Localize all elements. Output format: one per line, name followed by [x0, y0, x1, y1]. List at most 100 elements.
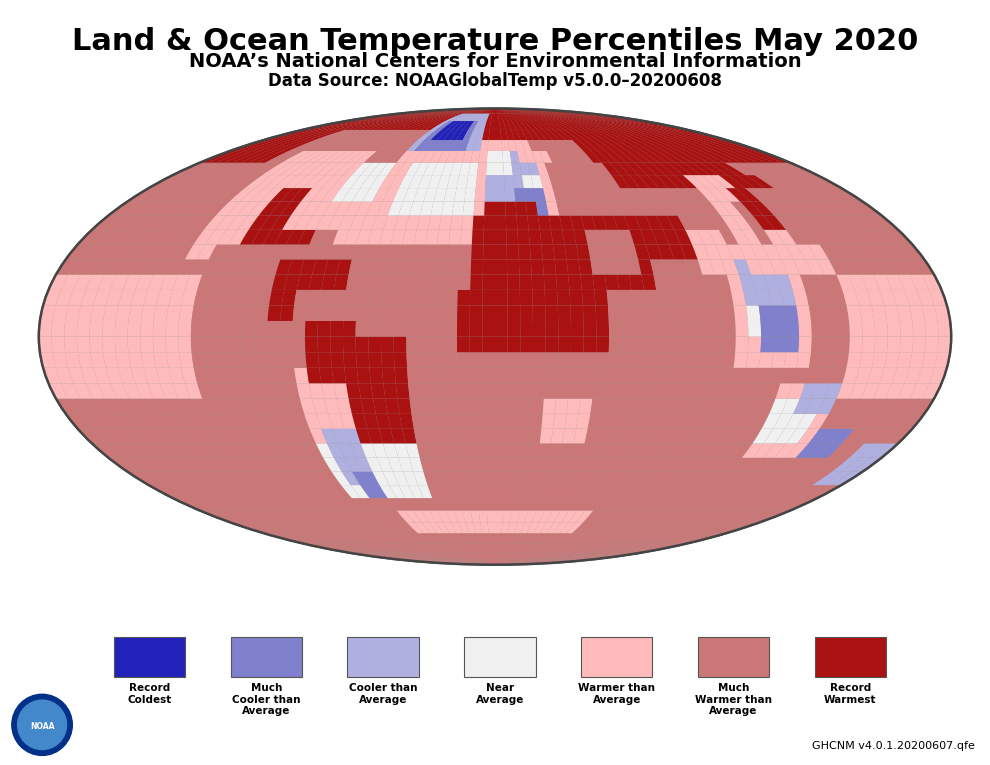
Polygon shape [259, 216, 280, 230]
Polygon shape [388, 414, 402, 428]
Polygon shape [141, 457, 168, 472]
Polygon shape [401, 560, 488, 565]
Polygon shape [318, 522, 347, 533]
Text: Much
Cooler than
Average: Much Cooler than Average [232, 683, 301, 716]
Polygon shape [189, 472, 216, 485]
Polygon shape [160, 383, 178, 399]
Polygon shape [327, 216, 345, 230]
Polygon shape [251, 399, 268, 414]
Polygon shape [450, 216, 462, 230]
Polygon shape [763, 175, 793, 188]
Polygon shape [629, 130, 662, 140]
Polygon shape [258, 457, 280, 472]
Polygon shape [555, 552, 594, 560]
Polygon shape [346, 552, 403, 560]
Polygon shape [126, 414, 148, 428]
Polygon shape [532, 275, 544, 290]
Polygon shape [502, 151, 512, 163]
Polygon shape [690, 275, 706, 290]
Polygon shape [739, 383, 755, 399]
Polygon shape [650, 498, 674, 510]
Polygon shape [656, 290, 671, 305]
Polygon shape [642, 275, 656, 290]
Polygon shape [495, 216, 506, 230]
Polygon shape [239, 399, 256, 414]
Polygon shape [463, 543, 474, 552]
Polygon shape [645, 245, 662, 259]
Polygon shape [77, 321, 90, 337]
Text: Much
Warmer than
Average: Much Warmer than Average [695, 683, 772, 716]
Polygon shape [645, 305, 659, 321]
Polygon shape [598, 121, 635, 130]
Polygon shape [409, 485, 424, 498]
Polygon shape [529, 230, 542, 245]
Polygon shape [366, 121, 400, 130]
Polygon shape [477, 498, 487, 510]
Polygon shape [354, 552, 409, 560]
Polygon shape [611, 522, 635, 533]
Polygon shape [624, 130, 655, 140]
Polygon shape [393, 188, 409, 201]
Polygon shape [378, 498, 397, 510]
Polygon shape [557, 485, 572, 498]
Polygon shape [852, 399, 873, 414]
Polygon shape [533, 321, 545, 337]
Polygon shape [251, 230, 271, 245]
Polygon shape [685, 230, 704, 245]
Polygon shape [485, 485, 495, 498]
Polygon shape [791, 201, 817, 216]
Polygon shape [316, 444, 334, 457]
Polygon shape [334, 275, 348, 290]
Polygon shape [618, 457, 635, 472]
Polygon shape [446, 510, 458, 522]
Polygon shape [434, 188, 446, 201]
Polygon shape [89, 428, 114, 444]
Polygon shape [316, 163, 340, 175]
Polygon shape [568, 510, 585, 522]
Polygon shape [251, 259, 268, 275]
Polygon shape [322, 383, 337, 399]
Polygon shape [791, 457, 817, 472]
Polygon shape [484, 457, 495, 472]
Polygon shape [620, 472, 638, 485]
Polygon shape [247, 275, 263, 290]
Polygon shape [528, 163, 540, 175]
Polygon shape [478, 113, 487, 121]
Polygon shape [734, 305, 747, 321]
Circle shape [12, 695, 72, 755]
Polygon shape [669, 414, 686, 428]
Polygon shape [393, 543, 421, 552]
Polygon shape [447, 414, 460, 428]
Polygon shape [413, 113, 446, 121]
Polygon shape [752, 428, 773, 444]
Polygon shape [103, 305, 119, 321]
Polygon shape [470, 552, 482, 560]
Polygon shape [464, 188, 476, 201]
Polygon shape [311, 472, 332, 485]
Polygon shape [591, 140, 613, 151]
Polygon shape [280, 163, 306, 175]
Polygon shape [534, 140, 546, 151]
Polygon shape [496, 560, 511, 565]
Polygon shape [459, 163, 470, 175]
Polygon shape [492, 560, 495, 565]
Polygon shape [763, 275, 780, 290]
Polygon shape [449, 113, 469, 121]
Polygon shape [658, 352, 672, 368]
Polygon shape [429, 552, 455, 560]
Polygon shape [173, 414, 194, 428]
Polygon shape [532, 113, 557, 121]
Polygon shape [781, 259, 800, 275]
Polygon shape [173, 163, 208, 175]
Polygon shape [701, 485, 726, 498]
Polygon shape [544, 113, 577, 121]
Polygon shape [347, 151, 370, 163]
Polygon shape [544, 552, 577, 560]
Polygon shape [658, 305, 672, 321]
Polygon shape [420, 457, 434, 472]
Polygon shape [383, 216, 398, 230]
Polygon shape [503, 121, 511, 130]
Polygon shape [263, 230, 282, 245]
Polygon shape [229, 428, 248, 444]
Polygon shape [482, 113, 490, 121]
